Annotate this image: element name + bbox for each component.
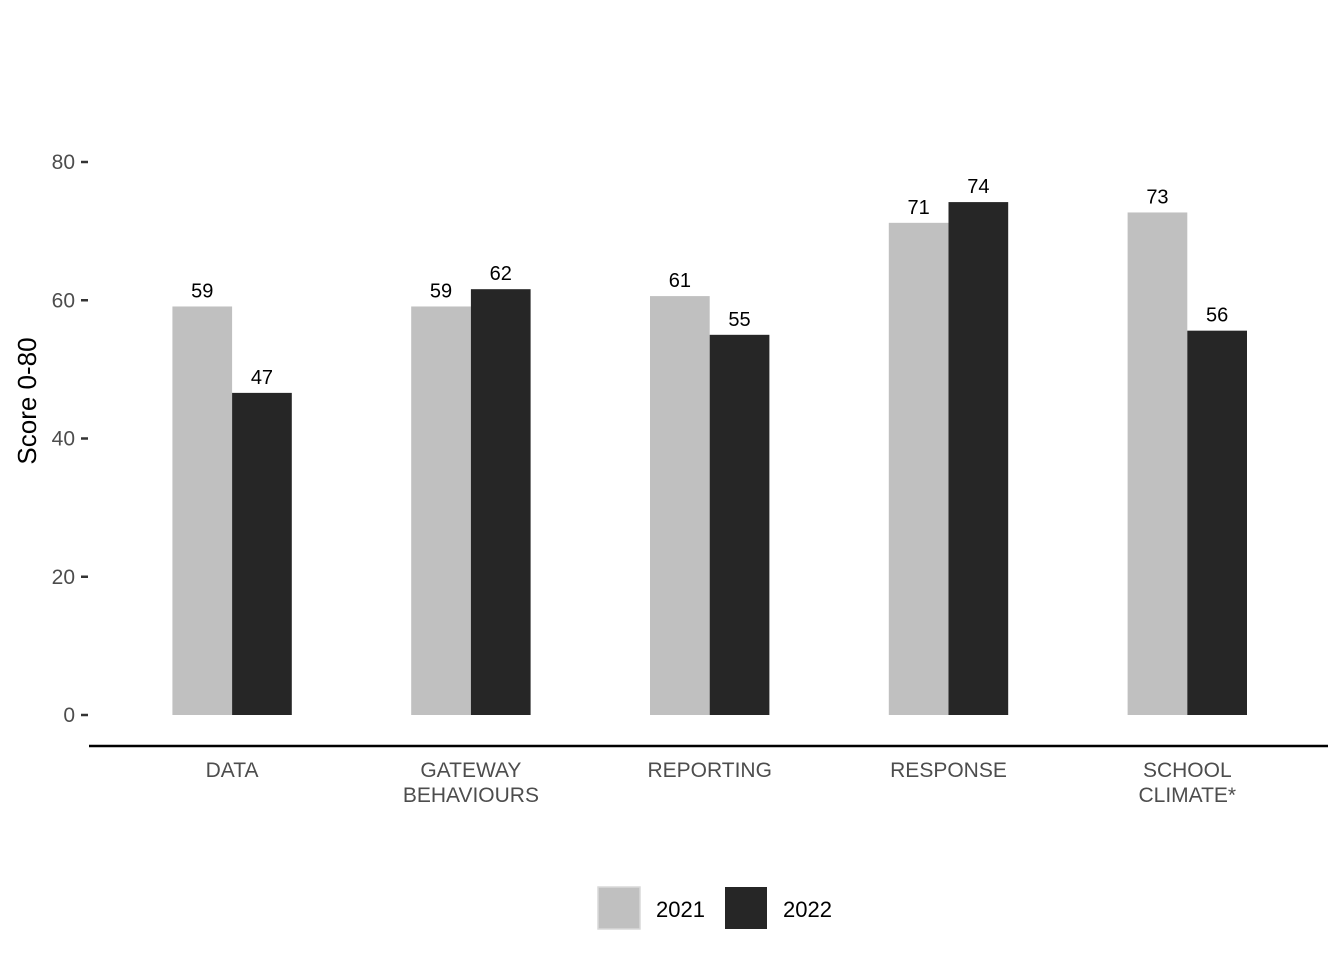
data-label: 56	[1206, 305, 1228, 327]
legend-swatch-2022	[725, 887, 767, 929]
data-label: 59	[191, 280, 213, 302]
bar-2022	[709, 334, 770, 715]
x-tick-label: BEHAVIOURS	[403, 784, 539, 807]
y-tick-label: 60	[52, 289, 75, 312]
x-tick-label: CLIMATE*	[1138, 784, 1236, 807]
data-label: 59	[430, 280, 452, 302]
data-labels-group: 59 47 59 62 61 55 71 74 73 56	[191, 176, 1228, 389]
bar-2021	[411, 306, 471, 715]
y-axis: 0 20 40 60 80	[52, 151, 88, 727]
bar-2021	[650, 296, 710, 715]
y-tick-label: 20	[52, 566, 75, 589]
x-tick-label: GATEWAY	[420, 759, 521, 782]
x-tick-label: REPORTING	[647, 759, 771, 782]
data-label: 47	[251, 367, 273, 389]
data-label: 74	[967, 176, 989, 198]
bar-2021	[172, 306, 233, 715]
data-label: 55	[728, 309, 750, 331]
y-tick-label: 80	[52, 151, 75, 174]
legend: 2021 2022	[597, 886, 832, 930]
legend-label-2021: 2021	[656, 897, 705, 922]
bar-2021	[1127, 212, 1188, 715]
bar-2021	[888, 222, 949, 715]
y-tick-label: 0	[63, 704, 75, 727]
bars-group	[172, 202, 1247, 715]
legend-swatch-2021	[597, 886, 641, 930]
bar-2022	[232, 392, 292, 715]
bar-2022	[948, 202, 1009, 715]
data-label: 61	[669, 270, 691, 292]
x-tick-label: SCHOOL	[1143, 759, 1232, 782]
data-label: 71	[908, 197, 930, 219]
y-axis-title: Score 0-80	[12, 337, 42, 464]
x-tick-label: RESPONSE	[890, 759, 1007, 782]
data-label: 62	[490, 263, 512, 285]
bar-2022	[1187, 330, 1247, 715]
data-label: 73	[1146, 186, 1168, 208]
legend-label-2022: 2022	[783, 897, 832, 922]
x-tick-label: DATA	[206, 759, 259, 782]
bar-2022	[470, 289, 531, 715]
y-tick-label: 40	[52, 428, 75, 451]
